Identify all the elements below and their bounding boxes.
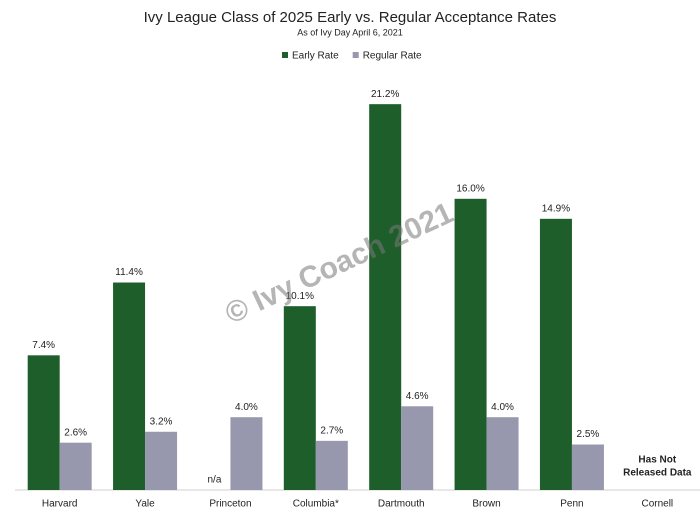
x-tick-label: Princeton [209,499,251,510]
legend-label: Early Rate [292,51,339,62]
value-label: 14.9% [542,203,570,214]
value-label: 10.1% [286,291,314,302]
legend-label: Regular Rate [363,51,422,62]
x-tick-label: Dartmouth [378,499,425,510]
bar [454,198,487,491]
x-tick-label: Columbia* [293,499,339,510]
value-label: 21.2% [371,89,399,100]
value-label: 7.4% [32,340,55,351]
bar [315,440,348,490]
value-label: 2.7% [320,426,343,437]
value-label: 2.6% [64,427,87,438]
bar [539,218,572,490]
x-tick-label: Brown [472,499,500,510]
value-label: 2.5% [577,429,600,440]
bar [571,444,604,490]
value-label: n/a [207,475,221,486]
bar [145,431,178,490]
bar [369,104,402,490]
value-label: 16.0% [456,183,484,194]
annotation: Released Data [623,468,692,479]
bar [486,417,519,490]
bar [27,355,60,490]
value-label: 4.6% [406,391,429,402]
x-tick-label: Penn [560,499,583,510]
value-label: 4.0% [235,402,258,413]
x-tick-label: Cornell [641,499,673,510]
value-label: 11.4% [115,267,143,278]
x-tick-label: Harvard [42,499,78,510]
chart-title: Ivy League Class of 2025 Early vs. Regul… [144,9,557,26]
annotation: Has Not [638,455,676,466]
legend-swatch [352,52,359,58]
bar [113,282,146,490]
value-label: 4.0% [491,402,514,413]
x-tick-label: Yale [135,499,155,510]
value-label: 3.2% [150,416,173,427]
bar [283,306,316,490]
chart-subtitle: As of Ivy Day April 6, 2021 [297,27,403,37]
bar [401,406,434,490]
bar [59,442,92,490]
legend-swatch [282,52,288,58]
bar [230,417,263,490]
watermark: © Ivy Coach 2021 [220,196,458,330]
